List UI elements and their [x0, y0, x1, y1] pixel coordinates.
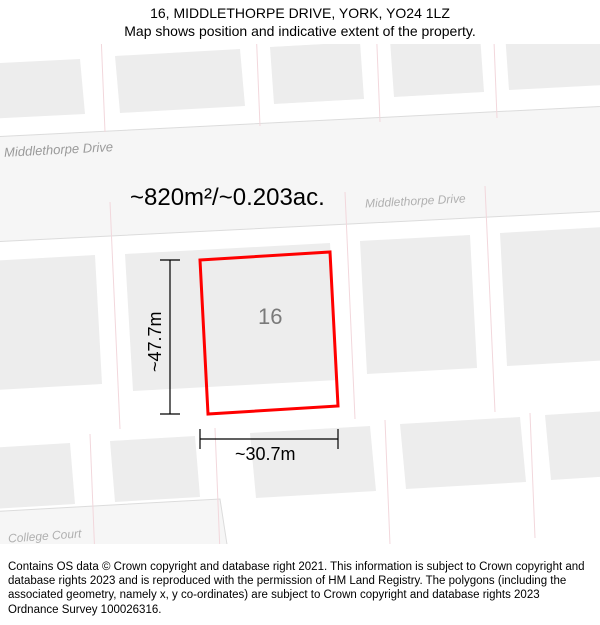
area-label: ~820m²/~0.203ac. — [130, 184, 325, 212]
width-label: ~30.7m — [235, 444, 296, 465]
footer: Contains OS data © Crown copyright and d… — [0, 556, 600, 625]
height-label: ~47.7m — [145, 311, 166, 372]
house-number: 16 — [258, 304, 282, 330]
page-subtitle: Map shows position and indicative extent… — [10, 22, 590, 40]
footer-text: Contains OS data © Crown copyright and d… — [8, 561, 585, 616]
map-svg — [0, 44, 600, 544]
page-title: 16, MIDDLETHORPE DRIVE, YORK, YO24 1LZ — [10, 4, 590, 22]
map-area: ~820m²/~0.203ac. 16 ~30.7m ~47.7m Middle… — [0, 44, 600, 544]
header: 16, MIDDLETHORPE DRIVE, YORK, YO24 1LZ M… — [0, 0, 600, 42]
